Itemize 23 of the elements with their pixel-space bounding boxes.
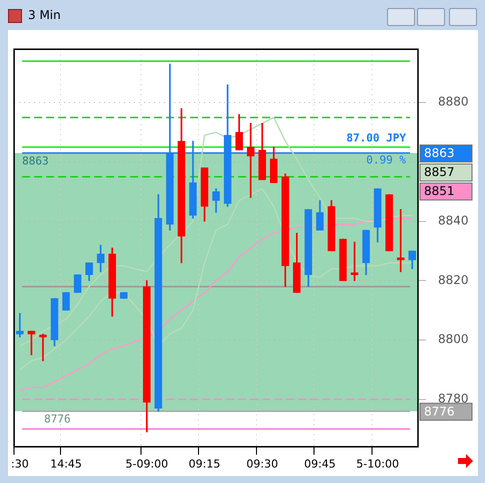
x-tick-label: 14:45 [50, 457, 82, 470]
candlestick [39, 334, 47, 362]
x-tick-label: 09:45 [304, 457, 336, 470]
candlestick [28, 330, 36, 356]
x-tick-label: :30 [11, 457, 29, 470]
y-tick-label: 8820 [438, 272, 469, 287]
ref-line-label: 8776 [424, 404, 455, 418]
text: 8857 [424, 165, 455, 180]
x-tick-label: 09:30 [246, 457, 278, 470]
y-tick-label: 8800 [438, 332, 469, 346]
y-tick-label: 8840 [438, 213, 469, 228]
y-tick-label: 8780 [438, 391, 469, 406]
x-tick-label: 5-10:00 [356, 457, 399, 470]
annotation: 8863 [22, 154, 49, 168]
band-label: 87.00 JPY [346, 131, 406, 144]
annotation: 0.99 % [366, 153, 406, 166]
text: 8851 [424, 184, 455, 198]
x-tick-label: 09:15 [188, 457, 220, 470]
y-tick-label: 8880 [438, 94, 469, 109]
chart-title: 3 Min [28, 8, 61, 22]
annotation: 8776 [44, 412, 71, 426]
x-tick-label: 5-09:00 [125, 457, 168, 470]
ref-line-label: 8863 [424, 146, 455, 160]
